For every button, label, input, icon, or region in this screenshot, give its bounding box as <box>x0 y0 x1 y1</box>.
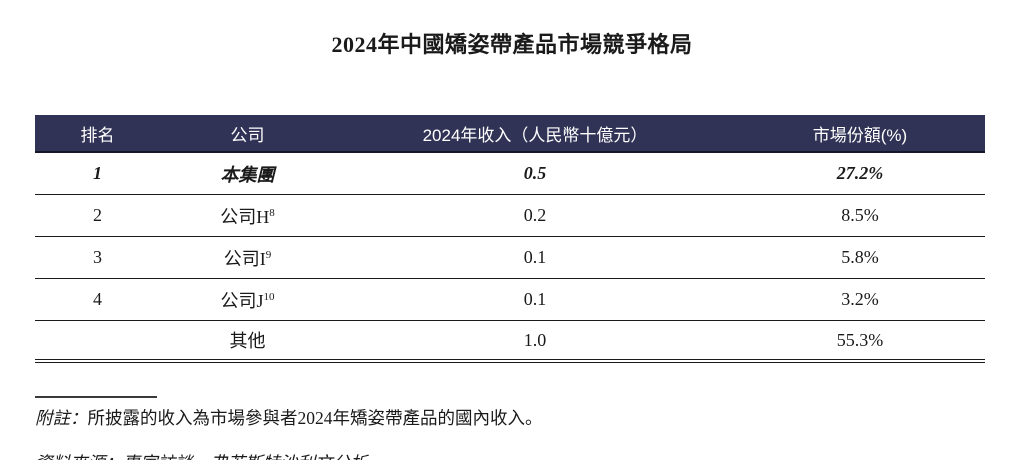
table-row: 2 公司H8 0.2 8.5% <box>35 195 985 237</box>
company-footnote-sup: 9 <box>265 248 272 261</box>
cell-rank: 3 <box>93 247 102 267</box>
table-row: 其他 1.0 55.3% <box>35 321 985 363</box>
header-share: 市場份額(%) <box>812 125 908 145</box>
table-row: 4 公司J10 0.1 3.2% <box>35 279 985 321</box>
header-revenue: 2024年收入（人民幣十億元） <box>422 125 648 145</box>
company-footnote-sup: 10 <box>263 290 275 303</box>
data-source-line: 資料來源：專家訪談、弗若斯特沙利文分析 <box>35 450 985 460</box>
footnote: 附註：所披露的收入為市場參與者2024年矯姿帶產品的國內收入。 <box>35 405 985 430</box>
cell-share: 27.2% <box>836 163 884 183</box>
cell-revenue: 0.1 <box>523 247 547 267</box>
footnote-text: 所披露的收入為市場參與者2024年矯姿帶產品的國內收入。 <box>87 408 543 428</box>
cell-revenue: 1.0 <box>523 329 547 350</box>
table-row: 1 本集團 0.5 27.2% <box>35 153 985 195</box>
company-name: 本集團 <box>220 164 275 185</box>
company-name: 公司J <box>220 290 264 311</box>
table-header-row: 排名 公司 2024年收入（人民幣十億元） 市場份額(%) <box>35 115 985 153</box>
cell-rank: 4 <box>93 289 102 309</box>
cell-revenue: 0.5 <box>523 163 547 183</box>
cell-company: 公司I9 <box>160 245 335 271</box>
cell-company: 公司J10 <box>160 287 335 313</box>
footnote-label: 附註： <box>35 408 88 428</box>
cell-rank: 1 <box>93 163 102 183</box>
company-name: 公司H <box>220 206 270 227</box>
cell-company: 其他 <box>160 327 335 353</box>
cell-rank: 2 <box>93 205 102 225</box>
footnote-divider <box>35 396 157 398</box>
header-rank: 排名 <box>80 125 115 145</box>
cell-company: 公司H8 <box>160 203 335 229</box>
company-name: 其他 <box>229 331 266 351</box>
company-footnote-sup: 8 <box>269 206 275 219</box>
header-company: 公司 <box>230 125 265 145</box>
cell-share: 5.8% <box>841 247 879 267</box>
table-title: 2024年中國矯姿帶產品市場競爭格局 <box>331 32 693 57</box>
company-name: 公司I <box>223 248 266 269</box>
cell-company: 本集團 <box>160 161 335 187</box>
cell-revenue: 0.2 <box>523 205 547 225</box>
table-row: 3 公司I9 0.1 5.8% <box>35 237 985 279</box>
cell-share: 8.5% <box>841 205 879 225</box>
cell-revenue: 0.1 <box>523 289 547 309</box>
competition-table: 排名 公司 2024年收入（人民幣十億元） 市場份額(%) 1 本集團 0.5 … <box>35 115 985 363</box>
document-page: 2024年中國矯姿帶產品市場競爭格局 排名 公司 2024年收入（人民幣十億元）… <box>0 27 1024 460</box>
cell-share: 55.3% <box>836 329 884 350</box>
cell-share: 3.2% <box>841 289 879 309</box>
